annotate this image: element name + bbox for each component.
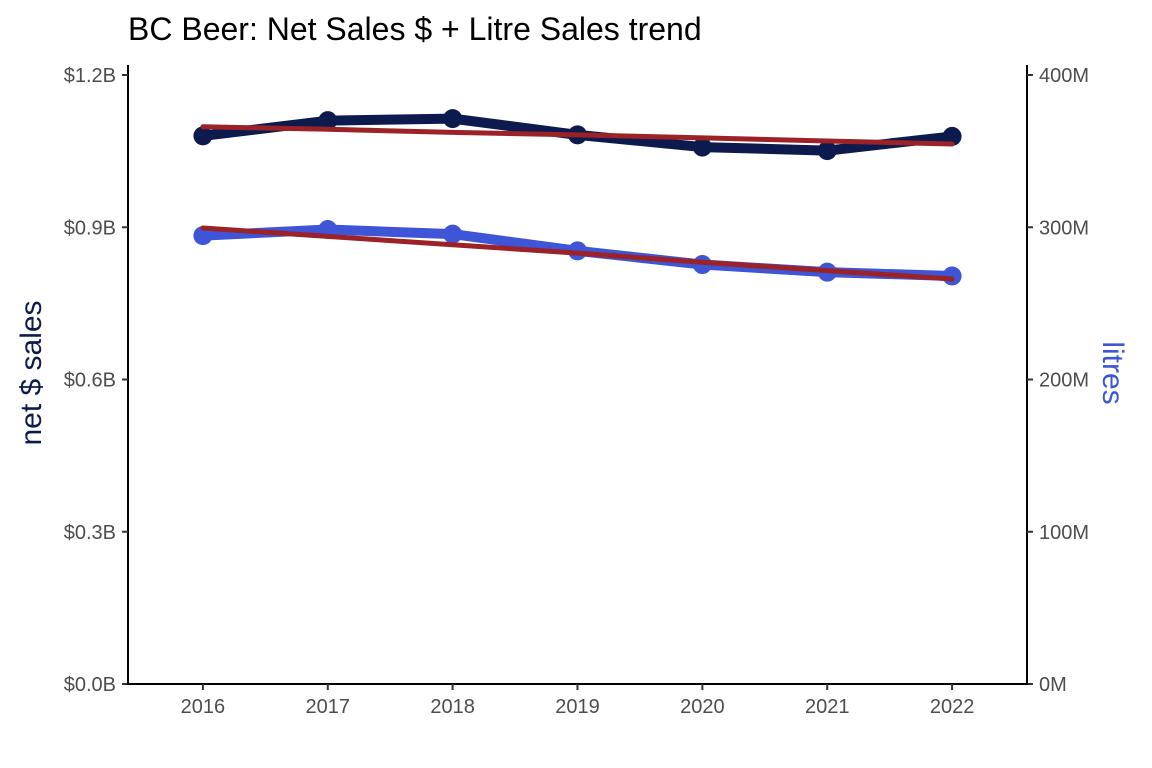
series-point (942, 126, 962, 146)
y-right-axis-title: litres (1096, 341, 1129, 404)
y-right-tick-label: 0M (1039, 674, 1067, 696)
series-point (817, 141, 837, 161)
right-axis: 0M 100M 200M 300M 400M (1026, 65, 1089, 696)
y-left-tick-label: $0.0B (64, 674, 116, 696)
series-point (193, 226, 213, 246)
x-axis: 2016 2017 2018 2019 2020 2021 2022 (127, 683, 1028, 718)
x-tick-label: 2019 (555, 696, 600, 718)
series-point (318, 111, 338, 131)
series-line (200, 124, 955, 147)
y-right-tick-label: 300M (1039, 217, 1089, 239)
series-point (942, 266, 962, 286)
y-left-axis-title: net $ sales (15, 300, 48, 445)
y-right-tick-label: 100M (1039, 522, 1089, 544)
x-tick-label: 2018 (430, 696, 475, 718)
x-tick-label: 2016 (181, 696, 226, 718)
series-point (193, 126, 213, 146)
series-point (692, 137, 712, 157)
y-right-tick-label: 200M (1039, 370, 1089, 392)
series-point (443, 109, 463, 129)
y-left-tick-label: $0.3B (64, 522, 116, 544)
y-right-tick-label: 400M (1039, 65, 1089, 87)
series-point (443, 224, 463, 244)
series-3 (200, 225, 955, 282)
plot-area (193, 109, 962, 286)
series-1 (200, 124, 955, 147)
x-tick-label: 2021 (805, 696, 850, 718)
x-tick-label: 2022 (930, 696, 975, 718)
series-line (200, 225, 955, 282)
y-left-tick-label: $0.9B (64, 217, 116, 239)
y-left-tick-label: $1.2B (64, 65, 116, 87)
x-tick-label: 2017 (306, 696, 351, 718)
y-left-tick-label: $0.6B (64, 370, 116, 392)
x-tick-label: 2020 (680, 696, 725, 718)
left-axis: $0.0B $0.3B $0.6B $0.9B $1.2B (64, 65, 129, 696)
chart-title: BC Beer: Net Sales $ + Litre Sales trend (128, 11, 702, 47)
